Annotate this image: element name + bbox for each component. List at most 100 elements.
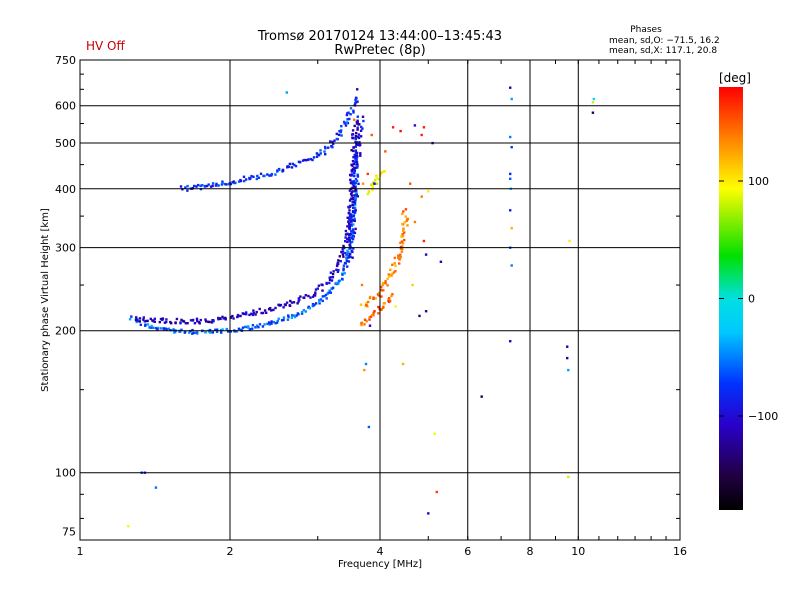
phase-point xyxy=(510,146,513,149)
phase-point xyxy=(350,173,354,176)
phase-point xyxy=(379,171,383,174)
phase-point xyxy=(353,219,356,223)
phase-point xyxy=(370,133,373,137)
phase-point xyxy=(591,111,595,114)
phase-point xyxy=(367,300,370,304)
phase-point xyxy=(172,328,175,331)
phase-point xyxy=(352,230,355,233)
phase-point xyxy=(353,118,356,121)
phase-point xyxy=(362,119,365,123)
phase-point xyxy=(380,308,383,311)
phase-point xyxy=(272,320,275,324)
phase-point xyxy=(300,312,304,315)
phase-point xyxy=(418,314,421,318)
chart-title: Tromsø 20170124 13:44:00–13:45:43 xyxy=(257,29,502,44)
phase-point xyxy=(353,168,357,171)
phase-point xyxy=(386,284,389,287)
phase-point xyxy=(184,186,187,189)
phase-point xyxy=(381,283,384,287)
phase-point xyxy=(219,317,222,321)
phase-point xyxy=(313,294,317,297)
phase-point xyxy=(255,177,258,181)
phase-point xyxy=(254,326,257,329)
phase-point xyxy=(375,177,378,180)
phase-point xyxy=(179,185,183,188)
phase-point xyxy=(161,318,164,322)
phase-point xyxy=(353,154,356,157)
phase-point xyxy=(356,174,359,177)
phase-point xyxy=(331,286,335,289)
phase-point xyxy=(257,326,260,329)
phase-point xyxy=(347,250,350,254)
phase-point xyxy=(356,195,359,198)
phase-point xyxy=(405,219,409,222)
phase-point xyxy=(326,292,329,296)
phase-point xyxy=(153,317,156,320)
phase-point xyxy=(347,260,351,263)
phase-point xyxy=(259,172,263,175)
phase-point xyxy=(154,486,158,489)
phase-point xyxy=(146,323,150,326)
phase-point xyxy=(208,320,211,324)
phase-point xyxy=(138,317,142,320)
y-tick-label: 750 xyxy=(55,54,76,67)
phase-point xyxy=(371,186,374,189)
phase-point xyxy=(231,314,234,318)
phase-point xyxy=(352,109,355,112)
phase-point xyxy=(365,301,368,305)
phase-point xyxy=(317,284,321,287)
phase-point xyxy=(375,174,378,177)
phase-point xyxy=(356,126,359,129)
phase-point xyxy=(281,169,285,172)
phase-point xyxy=(566,356,569,360)
colorbar: [deg] 100 0 −100 xyxy=(719,71,778,510)
phase-point xyxy=(349,197,353,200)
y-tick-label: 200 xyxy=(55,325,76,338)
phase-point xyxy=(181,188,184,191)
phase-point xyxy=(348,216,351,219)
phase-point xyxy=(247,325,250,328)
phase-point xyxy=(353,124,356,128)
phase-point xyxy=(342,255,345,258)
phase-point xyxy=(413,124,417,127)
phase-point xyxy=(270,320,273,323)
phase-point xyxy=(276,319,279,323)
phase-point xyxy=(297,160,301,164)
phase-point xyxy=(359,154,362,157)
phase-point xyxy=(305,159,308,162)
phase-point xyxy=(394,264,397,268)
y-axis-label: Stationary phase Virtual Height [km] xyxy=(40,208,51,392)
phase-point xyxy=(242,175,246,178)
phase-point xyxy=(350,217,353,220)
phase-point xyxy=(335,268,338,271)
phase-point xyxy=(355,160,359,164)
phase-point xyxy=(335,137,338,141)
phase-point xyxy=(344,229,348,233)
phase-point xyxy=(401,222,404,226)
phase-point xyxy=(150,324,153,328)
phase-point xyxy=(303,296,306,299)
phase-point xyxy=(382,302,386,305)
phase-point xyxy=(306,158,310,161)
phase-point xyxy=(201,184,204,187)
phase-point xyxy=(349,214,353,218)
phase-point xyxy=(286,165,289,168)
phase-point xyxy=(260,311,263,315)
phase-point xyxy=(241,326,245,329)
phase-point xyxy=(397,256,400,259)
phase-point xyxy=(347,220,350,223)
phase-point xyxy=(314,302,318,305)
phase-point xyxy=(341,250,345,253)
phase-point xyxy=(163,321,167,324)
phase-point xyxy=(386,277,389,280)
phase-point xyxy=(294,164,298,168)
x-tick-label: 4 xyxy=(377,545,384,558)
phase-point xyxy=(263,174,266,178)
phase-point xyxy=(350,240,354,244)
phase-point xyxy=(344,240,347,243)
phase-point xyxy=(225,327,228,331)
phase-point xyxy=(174,321,177,325)
phase-point xyxy=(252,309,255,312)
phase-point xyxy=(368,324,372,327)
phase-point xyxy=(188,331,191,334)
